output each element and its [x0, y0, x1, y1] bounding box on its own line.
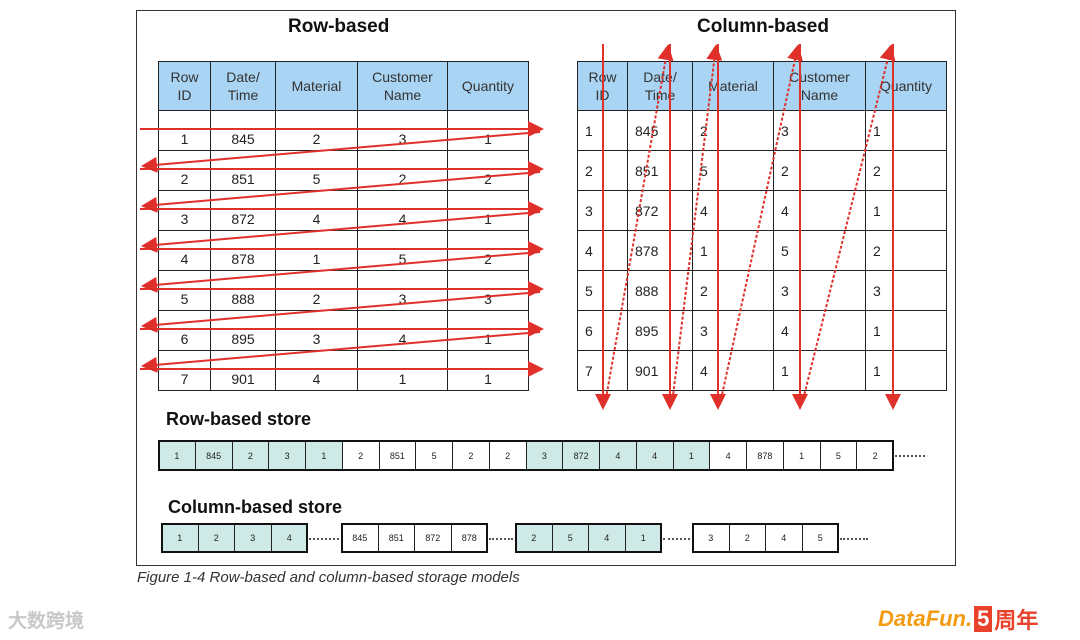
header-cell: Quantity — [865, 61, 947, 111]
brand-number: 5 — [974, 606, 993, 632]
row-return-arrow — [141, 171, 541, 213]
header-text: Row — [170, 69, 199, 85]
caption: Figure 1-4 Row-based and column-based st… — [137, 569, 520, 586]
brand: DataFun. — [878, 606, 973, 631]
store-group-border — [161, 523, 308, 553]
header-text: Date/ — [643, 69, 677, 85]
store-group-border — [692, 523, 839, 553]
store-cell: 2 — [728, 524, 766, 552]
header-text: Time — [227, 87, 259, 103]
header-cell: Customer Name — [357, 61, 448, 111]
store-cell: 845 — [341, 524, 379, 552]
watermark-left: 大数跨境 — [8, 611, 85, 632]
row-return-arrow — [141, 251, 541, 293]
column-return-arrow — [719, 44, 803, 405]
store-cell: 5 — [415, 441, 453, 470]
store-cell: 4 — [599, 441, 637, 470]
header-text: Material — [708, 78, 758, 94]
store-continuation — [895, 455, 925, 457]
store-continuation — [309, 538, 339, 540]
table-cell: 1 — [865, 350, 947, 391]
store-group-border — [341, 523, 488, 553]
store-border — [158, 440, 894, 471]
row-return-arrow — [141, 131, 541, 173]
header-text: Material — [291, 78, 342, 94]
watermark-right: DataFun. 5 周年 — [878, 603, 1038, 635]
column-store-title: Column-based store — [168, 497, 343, 517]
row-return-arrow — [141, 211, 541, 253]
store-group-border — [515, 523, 662, 553]
header-cell: Material — [275, 61, 358, 111]
header-text: Customer — [372, 69, 433, 85]
header-text: Quantity — [461, 78, 515, 94]
header-cell: Date/Time — [210, 61, 276, 111]
store-continuation — [489, 538, 513, 540]
header-text: Time — [644, 87, 676, 103]
header-text: Customer — [789, 69, 850, 85]
row-return-arrow — [141, 331, 541, 373]
header-cell: Quantity — [447, 61, 529, 111]
store-cell: 1 — [672, 441, 711, 470]
column-return-arrow — [801, 44, 896, 405]
column-return-arrow — [604, 44, 674, 405]
row-return-arrow — [141, 291, 541, 333]
store-continuation — [840, 538, 868, 540]
store-continuation — [663, 538, 690, 540]
brand-suffix: 周年 — [994, 608, 1039, 633]
header-text: Name — [800, 87, 839, 103]
row-table-title: Row-based — [288, 16, 390, 37]
header-text: Date/ — [226, 69, 260, 85]
column-return-arrow — [671, 44, 723, 405]
header-text: ID — [177, 87, 192, 103]
store-cell: 2 — [488, 441, 527, 470]
figure-frame — [136, 10, 956, 566]
column-table-title: Column-based — [697, 16, 829, 37]
header-text: Name — [383, 87, 422, 103]
row-store-title: Row-based store — [166, 409, 312, 429]
